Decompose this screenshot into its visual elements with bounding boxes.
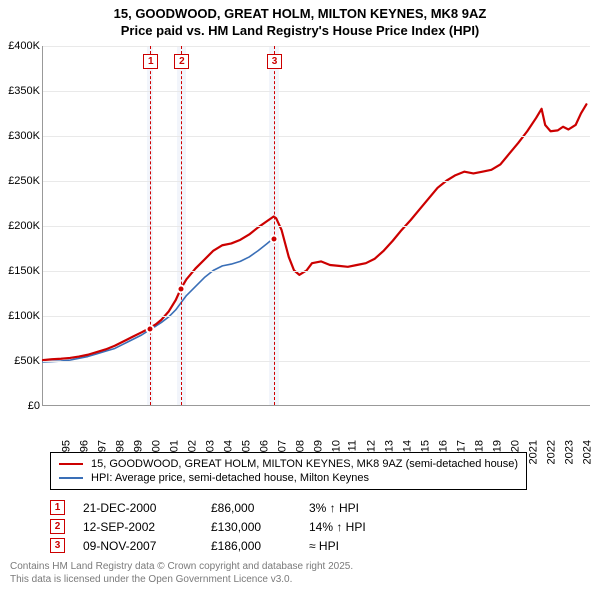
legend-swatch [59, 477, 83, 479]
event-dot [146, 324, 155, 333]
gridline-h [43, 316, 590, 317]
gridline-h [43, 136, 590, 137]
event-diff: 14% ↑ HPI [309, 520, 419, 534]
event-badge: 2 [174, 54, 189, 69]
gridline-h [43, 226, 590, 227]
event-dot [177, 285, 186, 294]
plot-area: 1 2 3 [42, 46, 590, 406]
y-tick-label: £0 [28, 400, 40, 412]
footer-attribution: Contains HM Land Registry data © Crown c… [10, 560, 353, 586]
series-hpi [43, 238, 274, 362]
gridline-h [43, 46, 590, 47]
footer-line2: This data is licensed under the Open Gov… [10, 573, 353, 586]
legend-swatch [59, 463, 83, 465]
event-row: 1 21-DEC-2000 £86,000 3% ↑ HPI [50, 498, 419, 517]
title-line1: 15, GOODWOOD, GREAT HOLM, MILTON KEYNES,… [0, 6, 600, 23]
legend-row: 15, GOODWOOD, GREAT HOLM, MILTON KEYNES,… [59, 457, 518, 471]
legend: 15, GOODWOOD, GREAT HOLM, MILTON KEYNES,… [50, 452, 527, 490]
footer-line1: Contains HM Land Registry data © Crown c… [10, 560, 353, 573]
y-tick-label: £150K [8, 265, 40, 277]
y-tick-label: £100K [8, 310, 40, 322]
x-tick-label: 2023 [564, 440, 576, 464]
y-tick-label: £50K [14, 355, 40, 367]
event-line [150, 46, 151, 405]
event-price: £130,000 [211, 520, 291, 534]
event-line [181, 46, 182, 405]
legend-row: HPI: Average price, semi-detached house,… [59, 471, 518, 485]
y-tick-label: £250K [8, 175, 40, 187]
x-axis: 1995199619971998199920002001200220032004… [42, 408, 590, 448]
event-price: £86,000 [211, 501, 291, 515]
event-badge: 3 [267, 54, 282, 69]
gridline-h [43, 91, 590, 92]
event-line [274, 46, 275, 405]
x-tick-label: 2022 [546, 440, 558, 464]
event-date: 12-SEP-2002 [83, 520, 193, 534]
event-row: 2 12-SEP-2002 £130,000 14% ↑ HPI [50, 517, 419, 536]
event-price: £186,000 [211, 539, 291, 553]
y-tick-label: £300K [8, 130, 40, 142]
event-badge: 1 [143, 54, 158, 69]
chart-area: £0£50K£100K£150K£200K£250K£300K£350K£400… [0, 46, 600, 448]
event-diff: ≈ HPI [309, 539, 419, 553]
event-badge: 2 [50, 519, 65, 534]
title-line2: Price paid vs. HM Land Registry's House … [0, 23, 600, 40]
chart-title: 15, GOODWOOD, GREAT HOLM, MILTON KEYNES,… [0, 0, 600, 40]
x-tick-label: 2021 [528, 440, 540, 464]
y-axis: £0£50K£100K£150K£200K£250K£300K£350K£400… [0, 46, 42, 406]
series-price-paid [43, 104, 586, 360]
event-dot [270, 234, 279, 243]
event-row: 3 09-NOV-2007 £186,000 ≈ HPI [50, 536, 419, 555]
event-date: 09-NOV-2007 [83, 539, 193, 553]
y-tick-label: £400K [8, 40, 40, 52]
event-diff: 3% ↑ HPI [309, 501, 419, 515]
x-tick-label: 2024 [582, 440, 594, 464]
gridline-h [43, 271, 590, 272]
gridline-h [43, 361, 590, 362]
events-table: 1 21-DEC-2000 £86,000 3% ↑ HPI 2 12-SEP-2002 £… [50, 498, 419, 555]
event-badge: 1 [50, 500, 65, 515]
event-badge: 3 [50, 538, 65, 553]
legend-label: 15, GOODWOOD, GREAT HOLM, MILTON KEYNES,… [91, 458, 518, 470]
gridline-h [43, 181, 590, 182]
y-tick-label: £200K [8, 220, 40, 232]
legend-label: HPI: Average price, semi-detached house,… [91, 472, 369, 484]
y-tick-label: £350K [8, 85, 40, 97]
event-date: 21-DEC-2000 [83, 501, 193, 515]
